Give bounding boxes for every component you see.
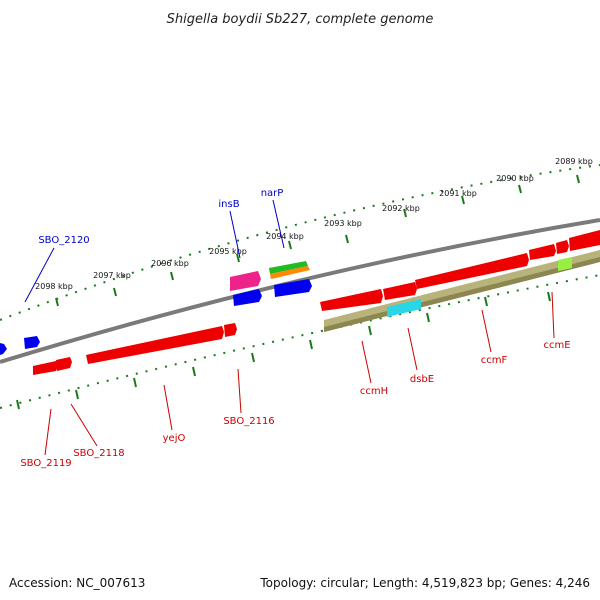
label-ccmE: ccmE bbox=[543, 340, 570, 351]
gene-ccmH bbox=[320, 289, 383, 311]
scale-label-2090: 2090 kbp bbox=[496, 174, 534, 183]
ccmE-highlight bbox=[558, 257, 572, 271]
gene-ccmD bbox=[556, 240, 569, 254]
label-narP: narP bbox=[261, 188, 284, 199]
gene-yejO bbox=[86, 326, 224, 364]
reverse-leader-lines bbox=[44, 291, 555, 456]
gene-SBO_2120 bbox=[24, 336, 40, 349]
gene-narP-overlay bbox=[270, 266, 310, 279]
accession-text: Accession: NC_007613 bbox=[9, 576, 145, 590]
label-SBO_2120: SBO_2120 bbox=[38, 235, 89, 246]
inner-major-ticks bbox=[16, 291, 551, 410]
label-insB: insB bbox=[218, 199, 239, 210]
label-SBO_2118: SBO_2118 bbox=[73, 448, 124, 459]
dsbE-highlight bbox=[387, 299, 421, 317]
label-dsbE: dsbE bbox=[410, 374, 434, 385]
gene-ccmC bbox=[569, 230, 600, 251]
map-title: Shigella boydii Sb227, complete genome bbox=[167, 12, 434, 27]
gene-ccmF bbox=[415, 253, 529, 289]
label-SBO_2119: SBO_2119 bbox=[20, 458, 71, 469]
scale-label-2094: 2094 kbp bbox=[266, 232, 304, 241]
outer-scale-track bbox=[0, 164, 600, 321]
label-SBO_2116: SBO_2116 bbox=[223, 416, 274, 427]
forward-leader-lines bbox=[24, 199, 285, 303]
outer-major-ticks bbox=[55, 174, 580, 307]
genome-summary-text: Topology: circular; Length: 4,519,823 bp… bbox=[259, 576, 590, 590]
gene-ccmE bbox=[529, 244, 556, 260]
gene-narQ bbox=[274, 279, 312, 297]
scale-label-2096: 2096 kbp bbox=[151, 259, 189, 268]
gene-insA bbox=[233, 289, 262, 306]
scale-label-2095: 2095 kbp bbox=[209, 247, 247, 256]
gene-SBO_2116 bbox=[224, 323, 237, 337]
scale-label-2091: 2091 kbp bbox=[439, 189, 477, 198]
genome-backbone bbox=[0, 218, 600, 364]
gene-SBO_2118 bbox=[56, 357, 72, 371]
scale-label-2097: 2097 kbp bbox=[93, 271, 131, 280]
gene-SBO_2119 bbox=[33, 361, 58, 375]
label-yejO: yejO bbox=[163, 433, 186, 444]
scale-label-2098: 2098 kbp bbox=[35, 282, 73, 291]
scale-label-2092: 2092 kbp bbox=[382, 204, 420, 213]
gene-SBO_2121 bbox=[0, 343, 7, 355]
inner-scale-track bbox=[0, 274, 600, 409]
reverse-genes bbox=[33, 230, 600, 375]
gene-narP bbox=[269, 261, 308, 274]
scale-label-2089: 2089 kbp bbox=[555, 157, 593, 166]
label-ccmF: ccmF bbox=[481, 355, 508, 366]
scale-label-2093: 2093 kbp bbox=[324, 219, 362, 228]
gene-insB bbox=[230, 271, 261, 291]
label-ccmH: ccmH bbox=[360, 386, 388, 397]
forward-genes bbox=[0, 279, 312, 355]
gene-dsbE bbox=[383, 282, 417, 300]
